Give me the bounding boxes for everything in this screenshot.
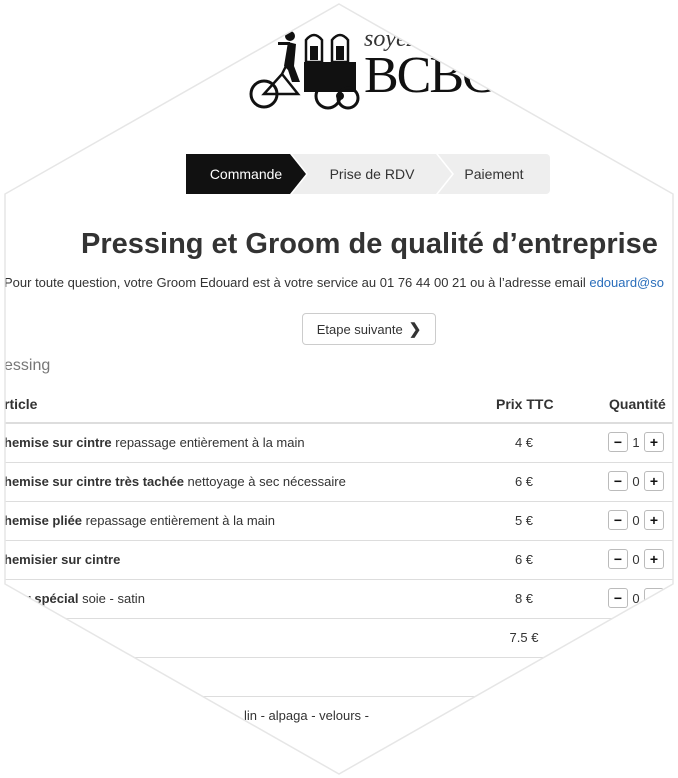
article-desc: repassage entièrement à la main bbox=[82, 513, 275, 528]
minus-icon[interactable]: − bbox=[608, 510, 628, 530]
plus-icon[interactable]: + bbox=[644, 549, 664, 569]
article-name: hemise sur cintre bbox=[4, 435, 112, 450]
article-name: isier spécial bbox=[4, 591, 79, 606]
step-prise-de-rdv[interactable]: Prise de RDV bbox=[292, 154, 452, 194]
table-row: 7.5 € bbox=[5, 619, 673, 658]
table-row: hemisier sur cintre 6 € − 0 + bbox=[4, 541, 673, 580]
minus-icon[interactable]: − bbox=[608, 549, 628, 569]
minus-icon[interactable]: − bbox=[608, 432, 628, 452]
step-commande[interactable]: Commande bbox=[186, 154, 306, 194]
price-cell: 6 € bbox=[514, 474, 534, 489]
section-title: essing bbox=[4, 357, 51, 374]
article-cell: lin - alpaga - velours - bbox=[244, 708, 369, 723]
article-desc: repassage entièrement à la main bbox=[111, 435, 305, 450]
table-row: isier spécial soie - satin 8 € − 0 + bbox=[4, 580, 673, 619]
quantity-value: 0 bbox=[632, 590, 640, 606]
table-row: hemise pliée repassage entièrement à la … bbox=[4, 502, 673, 541]
step-paiement[interactable]: Paiement bbox=[438, 154, 550, 194]
quantity-value: 0 bbox=[632, 551, 640, 567]
checkout-steps: Commande Prise de RDV Paiement bbox=[186, 154, 550, 194]
article-desc: lin - alpaga - velours - bbox=[244, 708, 369, 723]
price-cell: 5 € bbox=[514, 513, 534, 528]
price-cell: 7.5 € bbox=[509, 630, 539, 645]
chevron-right-icon: ❯ bbox=[408, 321, 422, 338]
header-article: rticle bbox=[4, 396, 38, 412]
article-cell: hemisier sur cintre bbox=[4, 552, 121, 567]
quantity-stepper: − 0 + bbox=[608, 549, 664, 569]
table-row bbox=[5, 658, 673, 697]
brand-wordmark: BCBG bbox=[364, 47, 500, 104]
contact-info: Pour toute question, votre Groom Edouard… bbox=[4, 275, 664, 290]
article-table: hemise sur cintre repassage entièrement … bbox=[4, 424, 673, 735]
table-header: rticle Prix TTC Quantité bbox=[4, 396, 673, 420]
article-cell: hemise pliée repassage entièrement à la … bbox=[4, 513, 275, 528]
price-cell: 4 € bbox=[514, 435, 534, 450]
article-desc: nettoyage à sec nécessaire bbox=[183, 474, 346, 489]
plus-icon[interactable]: + bbox=[644, 471, 664, 491]
minus-icon[interactable]: − bbox=[608, 588, 628, 608]
quantity-stepper: − 0 + bbox=[608, 588, 664, 608]
header-quantity: Quantité bbox=[609, 396, 666, 412]
article-name: hemise sur cintre très tachée bbox=[4, 474, 184, 489]
article-cell: hemise sur cintre repassage entièrement … bbox=[4, 435, 305, 450]
quantity-value: 0 bbox=[632, 473, 640, 489]
minus-icon[interactable]: − bbox=[608, 471, 628, 491]
article-name: hemise pliée bbox=[4, 513, 83, 528]
article-cell: isier spécial soie - satin bbox=[4, 591, 145, 606]
next-step-label: Etape suivante bbox=[316, 321, 403, 337]
email-link[interactable]: edouard@so bbox=[589, 275, 664, 290]
plus-icon[interactable]: + bbox=[644, 432, 664, 452]
article-cell: hemise sur cintre très tachée nettoyage … bbox=[4, 474, 346, 489]
plus-icon[interactable]: + bbox=[644, 588, 664, 608]
page-title: Pressing et Groom de qualité d’entrepris… bbox=[81, 228, 658, 260]
table-row: hemise sur cintre repassage entièrement … bbox=[4, 424, 673, 463]
article-desc: soie - satin bbox=[78, 591, 145, 606]
quantity-value: 0 bbox=[632, 512, 640, 528]
price-cell: 6 € bbox=[514, 552, 534, 567]
article-name: hemisier sur cintre bbox=[4, 552, 121, 567]
price-cell: 8 € bbox=[514, 591, 534, 606]
quantity-stepper: − 0 + bbox=[608, 510, 664, 530]
table-row: hemise sur cintre très tachée nettoyage … bbox=[4, 463, 673, 502]
table-row: lin - alpaga - velours - bbox=[5, 697, 673, 735]
plus-icon[interactable]: + bbox=[644, 510, 664, 530]
quantity-value: 1 bbox=[632, 434, 640, 450]
next-step-button[interactable]: Etape suivante ❯ bbox=[302, 313, 436, 345]
quantity-stepper: − 0 + bbox=[608, 471, 664, 491]
header-price: Prix TTC bbox=[496, 396, 554, 412]
contact-text: Pour toute question, votre Groom Edouard… bbox=[4, 275, 590, 290]
quantity-stepper: − 1 + bbox=[608, 432, 664, 452]
